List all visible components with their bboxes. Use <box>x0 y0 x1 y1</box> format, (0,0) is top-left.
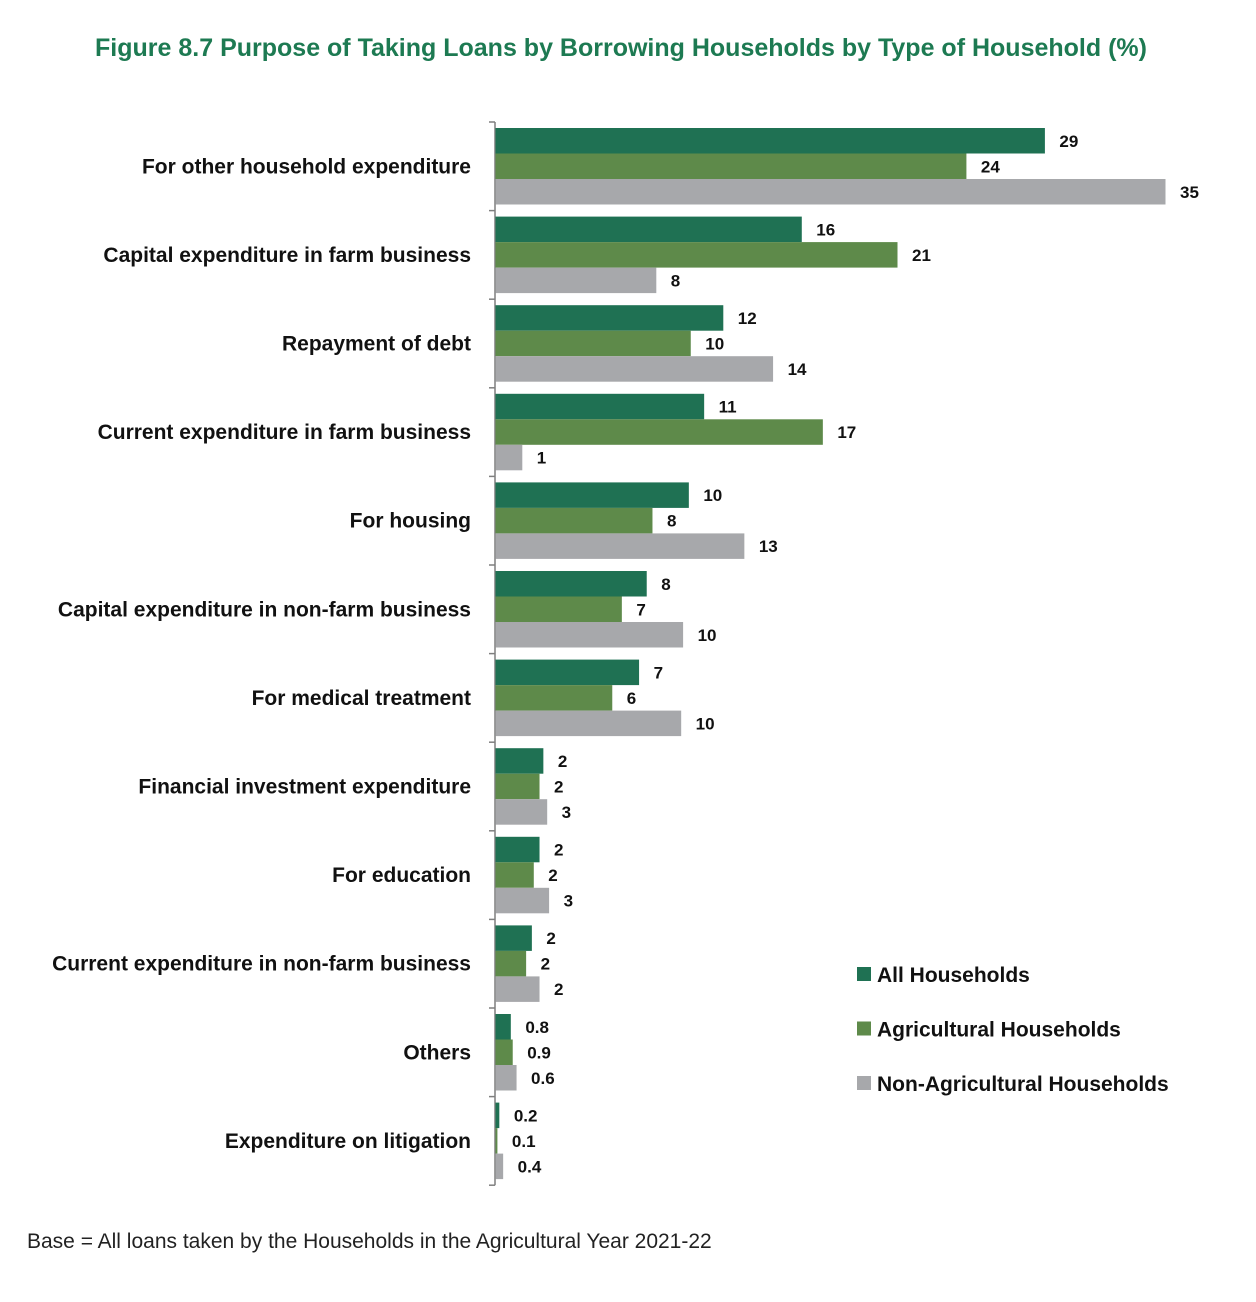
data-label: 8 <box>667 512 676 531</box>
bar <box>495 507 653 534</box>
bar <box>495 659 640 686</box>
bar <box>495 925 532 951</box>
category-label: For housing <box>350 510 471 533</box>
bar <box>495 710 682 737</box>
data-label: 2 <box>558 752 567 771</box>
data-label: 24 <box>981 157 1000 176</box>
data-label: 10 <box>698 626 717 645</box>
data-label: 0.9 <box>527 1043 551 1062</box>
data-label: 35 <box>1180 183 1199 202</box>
bar <box>495 356 774 382</box>
bar <box>495 330 691 357</box>
bar <box>495 1128 498 1154</box>
data-label: 0.4 <box>518 1157 542 1176</box>
bar <box>495 887 550 914</box>
bar <box>495 267 657 294</box>
bar <box>495 179 1166 205</box>
bar <box>495 1039 513 1065</box>
bar <box>495 444 523 471</box>
bar <box>495 153 967 179</box>
category-label: Expenditure on litigation <box>225 1130 471 1153</box>
bar <box>495 976 540 1002</box>
bar <box>495 685 613 711</box>
legend-label: Agricultural Households <box>877 1019 1121 1042</box>
bar <box>495 1102 500 1129</box>
data-label: 21 <box>912 246 931 265</box>
category-label: Capital expenditure in non-farm business <box>58 598 471 621</box>
bar <box>495 533 745 559</box>
data-label: 2 <box>554 980 563 999</box>
bar <box>495 748 544 774</box>
data-label: 13 <box>759 537 778 556</box>
data-label: 10 <box>705 334 724 353</box>
legend-label: Non-Agricultural Households <box>877 1073 1169 1096</box>
legend-swatch <box>857 967 871 981</box>
category-label: Financial investment expenditure <box>138 776 471 799</box>
data-label: 29 <box>1059 132 1078 151</box>
data-label: 3 <box>562 803 571 822</box>
legend: All Households Agricultural Households Non… <box>857 964 1169 1096</box>
category-label: Current expenditure in non-farm business <box>52 953 471 976</box>
legend-swatch <box>857 1021 871 1036</box>
data-label: 2 <box>548 866 557 885</box>
category-label: Capital expenditure in farm business <box>103 244 471 267</box>
category-label: Repayment of debt <box>282 333 471 356</box>
bar <box>495 482 689 508</box>
bar <box>495 773 540 800</box>
data-label: 2 <box>541 955 550 974</box>
data-label: 14 <box>788 360 807 379</box>
legend-label: All Households <box>877 964 1030 987</box>
footnote: Base = All loans taken by the Households… <box>27 1230 712 1253</box>
bar <box>495 128 1045 154</box>
legend-swatch <box>857 1076 871 1090</box>
data-label: 0.2 <box>514 1106 538 1125</box>
bar <box>495 419 823 445</box>
data-label: 0.6 <box>531 1069 555 1088</box>
category-label: Current expenditure in farm business <box>98 421 471 444</box>
data-label: 7 <box>636 600 645 619</box>
data-label: 8 <box>671 271 680 290</box>
bar <box>495 862 534 888</box>
data-label: 1 <box>537 449 546 468</box>
data-label: 8 <box>661 575 670 594</box>
bar <box>495 305 724 331</box>
bar <box>495 216 802 243</box>
category-label: Others <box>403 1041 471 1064</box>
data-label: 10 <box>696 714 715 733</box>
bar <box>495 1153 504 1180</box>
category-label: For other household expenditure <box>142 155 471 178</box>
bar <box>495 1065 517 1091</box>
bar <box>495 622 684 648</box>
bar <box>495 393 705 420</box>
category-label: For medical treatment <box>252 687 471 710</box>
data-label: 12 <box>738 309 757 328</box>
bar <box>495 836 540 863</box>
data-label: 3 <box>564 892 573 911</box>
chart-title: Figure 8.7 Purpose of Taking Loans by Bo… <box>95 34 1147 62</box>
bar <box>495 950 527 977</box>
data-label: 0.1 <box>512 1132 536 1151</box>
category-label: For education <box>332 864 471 887</box>
data-label: 16 <box>816 220 835 239</box>
data-label: 17 <box>837 423 856 442</box>
data-label: 2 <box>546 929 555 948</box>
axis-layer <box>489 121 496 1186</box>
data-label: 11 <box>719 398 737 417</box>
bar <box>495 242 898 268</box>
bar <box>495 1014 511 1040</box>
data-label: 2 <box>554 777 563 796</box>
data-label: 6 <box>627 689 636 708</box>
bar <box>495 571 647 597</box>
data-label: 2 <box>554 841 563 860</box>
data-label: 10 <box>703 486 722 505</box>
bars-layer <box>495 128 1166 1180</box>
labels-layer: For other household expenditure 29 24 35 Cap… <box>52 132 1199 1177</box>
data-label: 7 <box>654 663 663 682</box>
data-label: 0.8 <box>525 1018 549 1037</box>
bar <box>495 596 622 622</box>
bar <box>495 799 548 825</box>
